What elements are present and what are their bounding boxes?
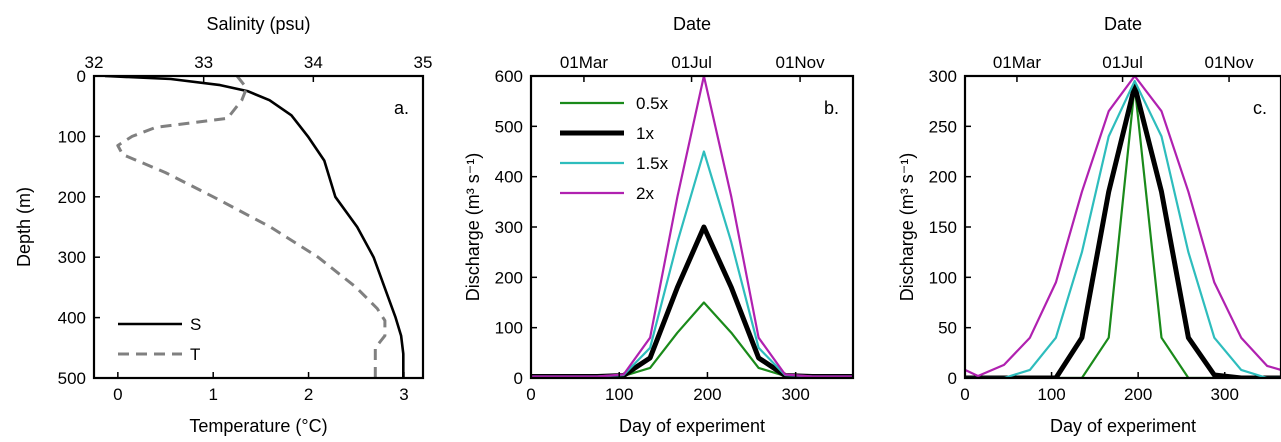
x-tick-label: 0 [960, 385, 969, 404]
panel-c: 0 100 200 300 01Mar 01Jul 01Nov 0 50 100 150 200 250… [897, 14, 1281, 436]
legend-label-2x: 2x [636, 184, 654, 203]
data-layer [104, 76, 405, 378]
y-tick-label: 300 [495, 218, 523, 237]
top-x-tick-label: 32 [85, 53, 104, 72]
panel-label: b. [824, 98, 839, 118]
x-axis-label: Day of experiment [1050, 416, 1196, 436]
plot-frame [92, 74, 425, 380]
x-tick-label: 200 [693, 385, 721, 404]
y-axis-label: Discharge (m³ s⁻¹) [897, 153, 917, 302]
x-axis-label: Temperature (°C) [189, 416, 327, 436]
x-tick-label: 200 [1124, 385, 1152, 404]
top-x-axis-label: Salinity (psu) [206, 14, 310, 34]
y-tick-label: 500 [495, 117, 523, 136]
x-axis-label: Day of experiment [619, 416, 765, 436]
top-x-tick-label: 01Nov [775, 53, 825, 72]
legend-label-0_5x: 0.5x [636, 94, 669, 113]
series-S-line [104, 76, 405, 378]
panel-b: 0 100 200 300 01Mar 01Jul 01Nov 0 100 200 300 400 50… [463, 14, 855, 436]
x-tick-label: 300 [781, 385, 809, 404]
series-2x-line [531, 76, 853, 378]
series-T-line [116, 76, 387, 378]
y-tick-label: 250 [929, 117, 957, 136]
y-tick-label: 100 [58, 127, 86, 146]
top-x-tick-label: 33 [194, 53, 213, 72]
x-tick-label: 3 [399, 385, 408, 404]
legend-label-S: S [190, 315, 201, 334]
x-tick-label: 2 [304, 385, 313, 404]
x-tick-label: 100 [1037, 385, 1065, 404]
series-0_5x-line [965, 84, 1281, 378]
y-tick-label: 300 [58, 248, 86, 267]
y-tick-label: 200 [929, 168, 957, 187]
x-tick-label: 0 [113, 385, 122, 404]
y-tick-label: 100 [495, 319, 523, 338]
top-x-axis-label: Date [673, 14, 711, 34]
y-tick-label: 200 [495, 268, 523, 287]
plot-frame [963, 74, 1281, 380]
y-tick-label: 0 [948, 369, 957, 388]
x-tick-label: 300 [1211, 385, 1239, 404]
panel-label: a. [394, 98, 409, 118]
x-tick-label: 0 [526, 385, 535, 404]
y-tick-label: 400 [58, 309, 86, 328]
y-tick-label: 200 [58, 188, 86, 207]
legend-label-1x: 1x [636, 124, 654, 143]
top-x-tick-label: 01Jul [671, 53, 712, 72]
y-tick-label: 0 [514, 369, 523, 388]
y-tick-label: 100 [929, 268, 957, 287]
data-layer [965, 76, 1281, 378]
y-tick-label: 500 [58, 369, 86, 388]
plot-frame [529, 74, 855, 380]
y-axis-label: Depth (m) [14, 187, 34, 267]
legend-label-1_5x: 1.5x [636, 154, 669, 173]
y-tick-label: 150 [929, 218, 957, 237]
x-tick-label: 1 [208, 385, 217, 404]
series-0_5x-line [531, 301, 853, 378]
series-1x-line [965, 83, 1281, 378]
series-1_5x-line [965, 79, 1281, 378]
data-layer [531, 76, 853, 378]
y-axis-label: Discharge (m³ s⁻¹) [463, 153, 483, 302]
x-tick-label: 100 [605, 385, 633, 404]
y-tick-label: 300 [929, 67, 957, 86]
y-tick-label: 400 [495, 168, 523, 187]
legend-label-T: T [190, 345, 200, 364]
top-x-tick-label: 01Jul [1102, 53, 1143, 72]
series-1x-line [531, 224, 853, 378]
y-tick-label: 50 [938, 319, 957, 338]
y-tick-label: 600 [495, 67, 523, 86]
top-x-axis-label: Date [1104, 14, 1142, 34]
y-tick-label: 0 [77, 67, 86, 86]
top-x-tick-label: 35 [414, 53, 433, 72]
series-1_5x-line [531, 150, 853, 378]
series-2x-line [965, 76, 1281, 378]
panel-label: c. [1253, 98, 1267, 118]
top-x-tick-label: 34 [304, 53, 323, 72]
top-x-tick-label: 01Nov [1204, 53, 1254, 72]
top-x-tick-label: 01Mar [560, 53, 609, 72]
panel-a: 0 1 2 3 32 33 34 35 0 100 200 300 400 500 a. Temperatur… [14, 14, 432, 436]
top-x-tick-label: 01Mar [993, 53, 1042, 72]
